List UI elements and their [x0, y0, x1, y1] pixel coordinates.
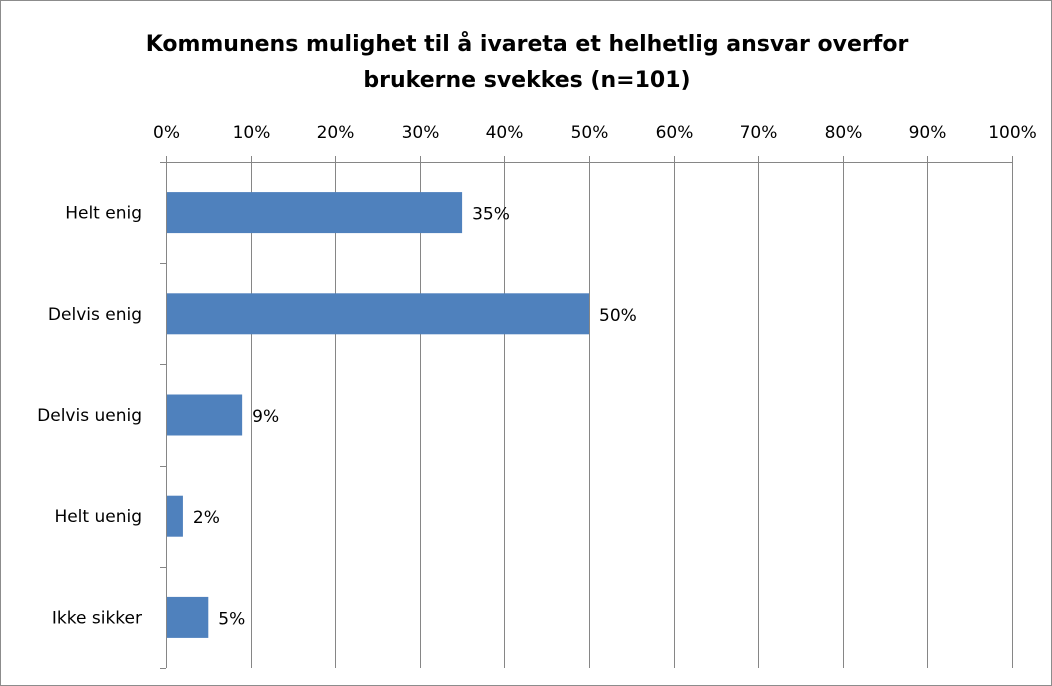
category-label: Delvis enig — [48, 305, 142, 325]
bar — [167, 293, 589, 335]
bar — [167, 192, 463, 234]
x-tick-label: 70% — [740, 123, 778, 143]
chart-title-line-2: brukerne svekkes (n=101) — [363, 68, 691, 93]
x-tick-label: 20% — [317, 123, 355, 143]
data-label: 35% — [472, 205, 510, 225]
category-label: Helt uenig — [54, 507, 142, 527]
x-tick-label: 60% — [656, 123, 694, 143]
x-tick-label: 30% — [402, 123, 440, 143]
x-tick-label: 100% — [988, 123, 1037, 143]
chart-title-line-1: Kommunens mulighet til å ivareta et helh… — [145, 32, 909, 57]
data-label: 5% — [218, 609, 245, 629]
data-label: 9% — [252, 407, 279, 427]
x-tick-label: 50% — [571, 123, 609, 143]
bar — [167, 495, 183, 537]
data-label: 50% — [599, 306, 637, 326]
x-tick-label: 10% — [233, 123, 271, 143]
category-label: Helt enig — [65, 204, 142, 224]
x-tick-label: 0% — [153, 123, 180, 143]
chart-title: Kommunens mulighet til å ivareta et helh… — [1, 27, 1052, 99]
x-tick-label: 80% — [825, 123, 863, 143]
bar — [167, 394, 243, 436]
bar — [167, 596, 209, 638]
category-label: Ikke sikker — [52, 608, 142, 628]
x-tick-label: 40% — [486, 123, 524, 143]
category-label: Delvis uenig — [37, 406, 142, 426]
x-tick-label: 90% — [909, 123, 947, 143]
data-label: 2% — [193, 508, 220, 528]
